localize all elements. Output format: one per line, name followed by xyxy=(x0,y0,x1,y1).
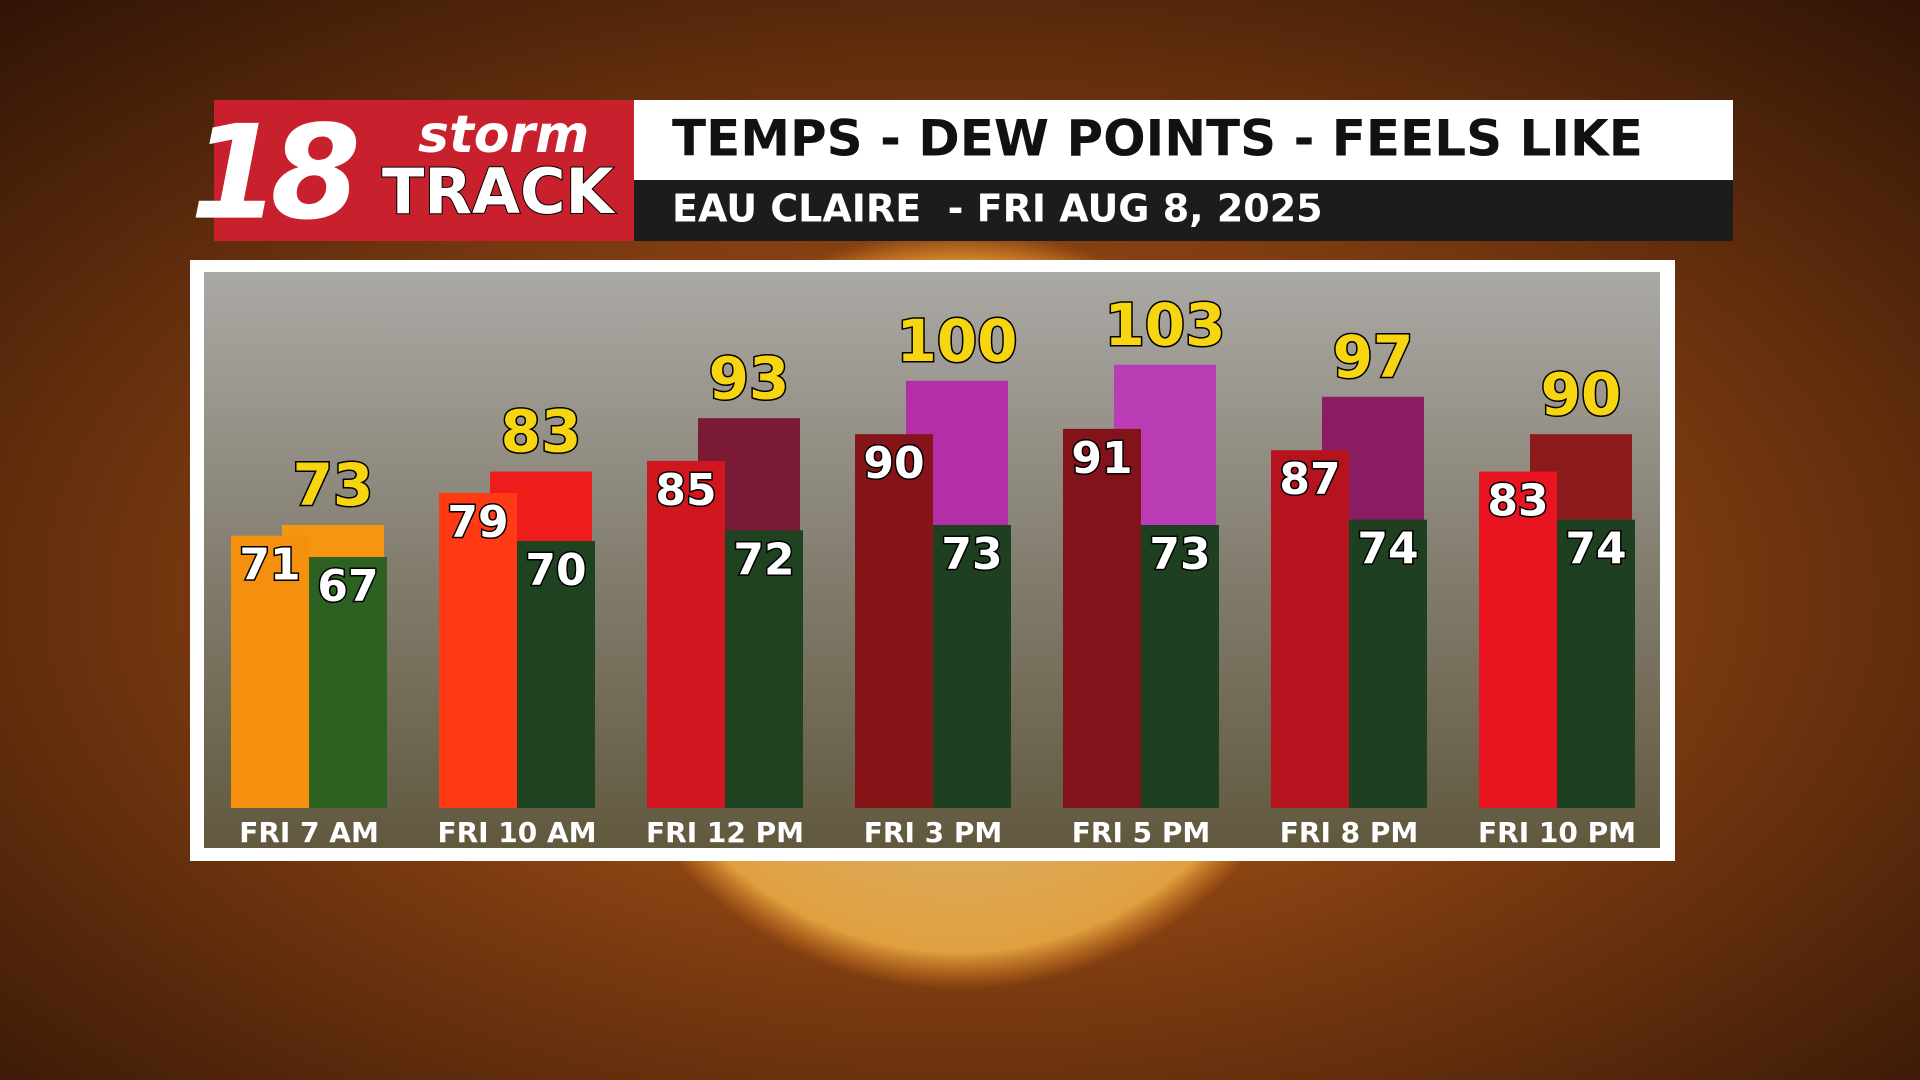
logo-track: TRACK xyxy=(382,155,616,228)
value-label: 79 xyxy=(447,497,508,548)
value-label: 72 xyxy=(733,534,794,585)
bar xyxy=(1271,450,1349,808)
feels-like-label: 73 xyxy=(293,451,374,519)
value-label: 71 xyxy=(239,540,300,591)
value-label: 87 xyxy=(1279,454,1340,505)
bar xyxy=(1349,519,1427,808)
feels-like-label: 97 xyxy=(1333,323,1414,391)
bar xyxy=(1141,524,1219,808)
value-label: 73 xyxy=(1149,529,1210,580)
value-label: 83 xyxy=(1487,476,1548,527)
title-bar xyxy=(634,100,1733,180)
bar xyxy=(647,460,725,808)
logo-storm: storm xyxy=(418,105,589,165)
bar xyxy=(855,434,933,808)
logo-number: 18 xyxy=(190,97,356,249)
x-tick-label: FRI 10 AM xyxy=(437,816,596,849)
bar xyxy=(309,557,387,808)
logo-box xyxy=(214,100,634,241)
value-label: 73 xyxy=(941,529,1002,580)
bar xyxy=(231,535,309,808)
feels-like-label: 103 xyxy=(1104,291,1225,359)
value-label: 91 xyxy=(1071,433,1132,484)
bar xyxy=(1557,519,1635,808)
feels-like-label: 83 xyxy=(501,398,582,466)
bar xyxy=(1479,471,1557,808)
value-label: 74 xyxy=(1565,524,1626,575)
value-label: 74 xyxy=(1357,524,1418,575)
bar xyxy=(725,530,803,808)
x-tick-label: FRI 3 PM xyxy=(864,816,1002,849)
x-tick-label: FRI 5 PM xyxy=(1072,816,1210,849)
feels-like-label: 90 xyxy=(1541,360,1622,428)
bar xyxy=(517,541,595,808)
chart-title: TEMPS - DEW POINTS - FEELS LIKE xyxy=(672,110,1643,168)
x-tick-label: FRI 10 PM xyxy=(1478,816,1636,849)
feels-like-label: 93 xyxy=(709,344,790,412)
value-label: 85 xyxy=(655,465,716,516)
subtitle-bar xyxy=(634,180,1733,241)
chart-subtitle: EAU CLAIRE - FRI AUG 8, 2025 xyxy=(672,187,1323,231)
value-label: 70 xyxy=(525,545,586,596)
value-label: 90 xyxy=(863,438,924,489)
bar xyxy=(439,492,517,808)
x-tick-label: FRI 8 PM xyxy=(1280,816,1418,849)
bar xyxy=(1063,428,1141,808)
x-tick-label: FRI 7 AM xyxy=(239,816,379,849)
bar xyxy=(933,524,1011,808)
value-label: 67 xyxy=(317,561,378,612)
x-tick-label: FRI 12 PM xyxy=(646,816,804,849)
feels-like-label: 100 xyxy=(896,307,1017,375)
